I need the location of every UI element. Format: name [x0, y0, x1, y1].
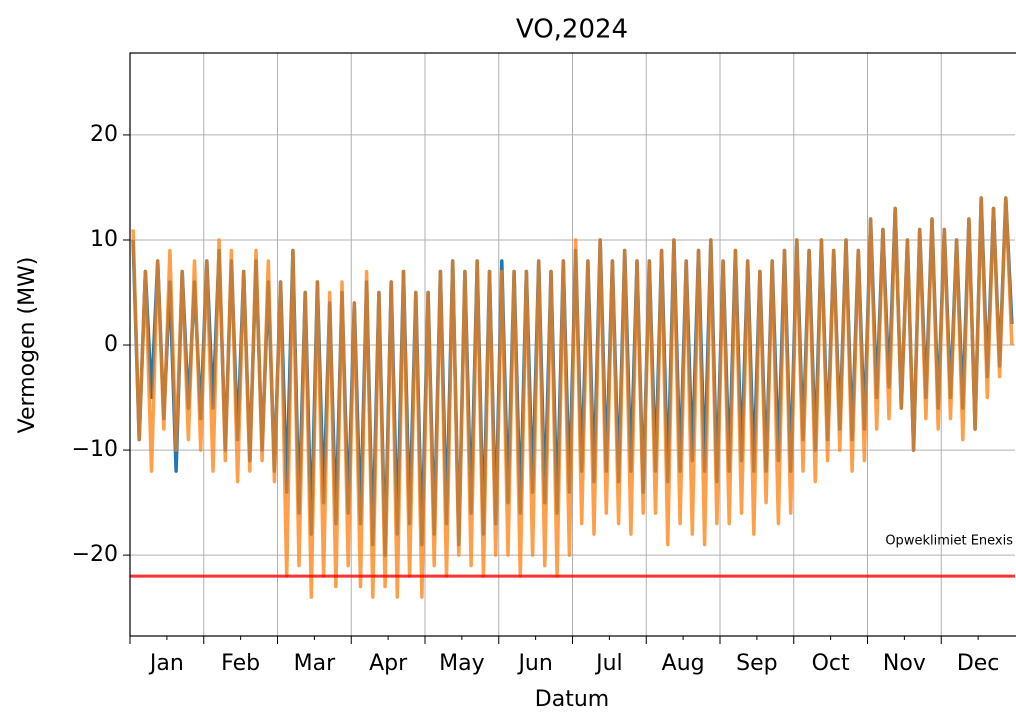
x-tick-label: Jul — [594, 651, 623, 676]
x-tick-label: Jun — [516, 651, 552, 676]
x-tick-label: Feb — [221, 651, 260, 676]
x-tick-label: Mar — [294, 651, 336, 676]
x-tick-label: Nov — [883, 651, 926, 676]
y-tick-label: −20 — [72, 542, 118, 567]
x-tick-label: Sep — [736, 651, 777, 676]
x-tick-label: Oct — [812, 651, 850, 676]
x-tick-label: Aug — [662, 651, 705, 676]
series-line — [131, 196, 1014, 599]
plot-area — [131, 196, 1014, 599]
x-axis-label: Datum — [535, 687, 609, 712]
y-tick-label: 20 — [90, 122, 118, 147]
y-tick-label: 0 — [104, 332, 118, 357]
plot-frame — [129, 52, 1016, 637]
x-tick-label: May — [439, 651, 484, 676]
y-tick-label: 10 — [90, 227, 118, 252]
x-tick-label: Dec — [957, 651, 1000, 676]
y-axis-label: Vermogen (MW) — [15, 257, 40, 434]
x-tick-label: Apr — [369, 651, 408, 676]
y-tick-label: −10 — [72, 437, 118, 462]
x-tick-label: Jan — [148, 651, 184, 676]
chart-title: VO,2024 — [516, 15, 628, 45]
limit-label: Opweklimiet Enexis — [885, 534, 1013, 549]
